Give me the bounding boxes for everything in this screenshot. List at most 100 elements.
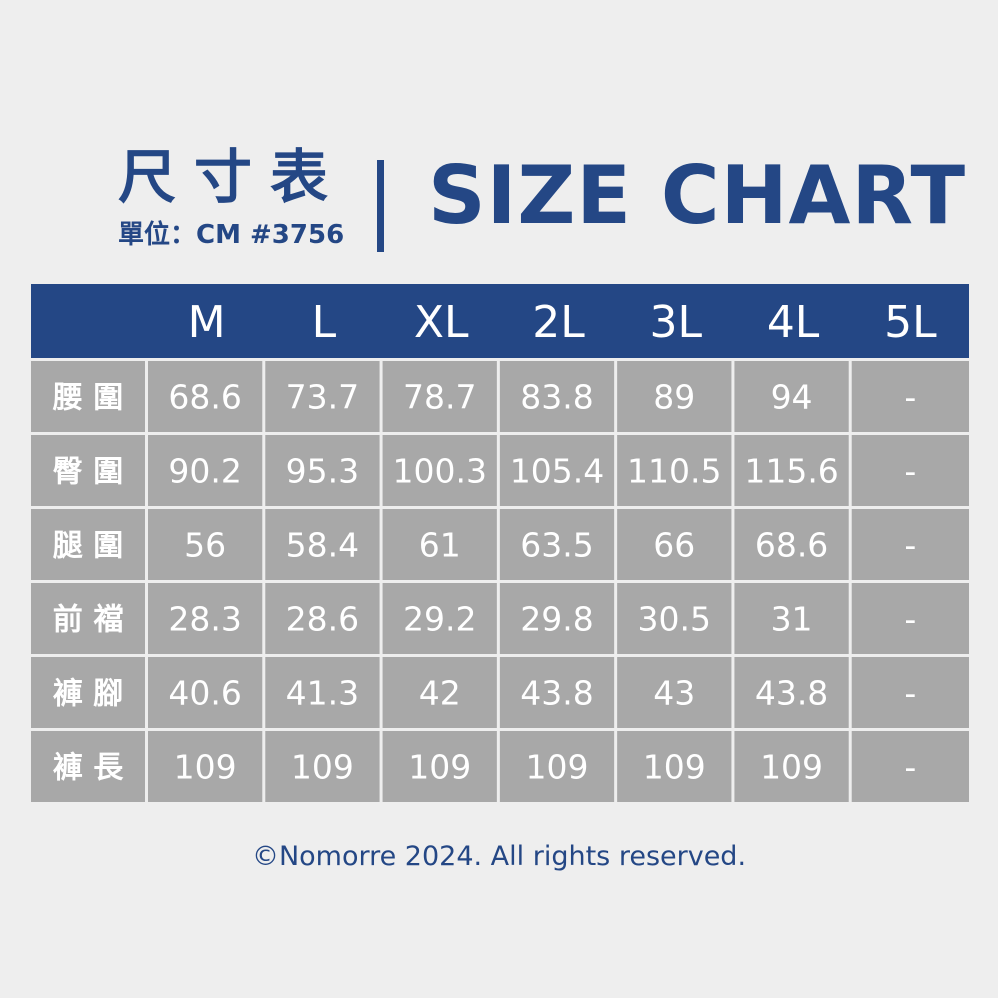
copyright-footer: ©Nomorre 2024. All rights reserved. (251, 841, 747, 872)
table-header-band (31, 284, 969, 358)
cell-value: 105.4 (510, 452, 604, 491)
cell-value: 61 (419, 526, 461, 565)
column-header-4l: 4L (767, 297, 820, 348)
table-cell (851, 657, 969, 728)
cell-value: - (904, 600, 916, 639)
table-cell (617, 509, 732, 580)
cell-value: 94 (771, 378, 813, 417)
title-english: SIZE CHART (428, 149, 967, 242)
column-header-5l: 5L (884, 297, 937, 348)
table-cell (734, 509, 849, 580)
cell-value: 41.3 (286, 674, 359, 713)
cell-value: 58.4 (286, 526, 359, 565)
table-cell (148, 509, 263, 580)
table-cell (617, 583, 732, 654)
table-cell (265, 361, 380, 432)
cell-value: 43.8 (755, 674, 828, 713)
table-cell (265, 435, 380, 506)
table-cell (617, 731, 732, 802)
table-cell (265, 509, 380, 580)
cell-value: 95.3 (286, 452, 359, 491)
table-cell (851, 435, 969, 506)
table-cell (617, 361, 732, 432)
cell-value: - (904, 748, 916, 787)
table-cell (734, 361, 849, 432)
table-cell (499, 583, 615, 654)
row-label-cell (31, 509, 145, 580)
cell-value: 29.2 (403, 600, 476, 639)
cell-value: 63.5 (520, 526, 593, 565)
column-header-xl: XL (414, 297, 469, 348)
table-cell (265, 583, 380, 654)
table-cell (499, 731, 615, 802)
cell-value: 83.8 (520, 378, 593, 417)
table-cell (265, 657, 380, 728)
cell-value: 28.3 (168, 600, 241, 639)
table-cell (382, 509, 497, 580)
cell-value: 100.3 (392, 452, 486, 491)
cell-value: 42 (419, 674, 461, 713)
table-cell (148, 657, 263, 728)
table-cell (851, 731, 969, 802)
table-cell (851, 361, 969, 432)
cell-value: 29.8 (520, 600, 593, 639)
cell-value: 66 (653, 526, 695, 565)
cell-value: - (904, 526, 916, 565)
table-cell (617, 657, 732, 728)
table-cell (148, 361, 263, 432)
cell-value: - (904, 452, 916, 491)
row-label-cell (31, 361, 145, 432)
cell-value: 109 (291, 748, 354, 787)
table-cell (382, 657, 497, 728)
table-cell (734, 583, 849, 654)
table-cell (499, 435, 615, 506)
row-label: 褲 長 (53, 751, 124, 786)
cell-value: 31 (771, 600, 813, 639)
cell-value: 43.8 (520, 674, 593, 713)
cell-value: 30.5 (638, 600, 711, 639)
row-label: 前 襠 (53, 603, 123, 638)
cell-value: 78.7 (403, 378, 476, 417)
row-label-cell (31, 583, 145, 654)
row-label-cell (31, 435, 145, 506)
cell-value: 43 (653, 674, 695, 713)
table-cell (382, 583, 497, 654)
unit-label: 單位：CM #3756 (118, 220, 345, 250)
cell-value: 90.2 (168, 452, 241, 491)
cell-value: 73.7 (286, 378, 359, 417)
cell-value: 89 (653, 378, 695, 417)
table-cell (382, 361, 497, 432)
table-cell (617, 435, 732, 506)
cell-value: 110.5 (627, 452, 721, 491)
column-header-m: M (188, 297, 226, 348)
table-cell (499, 657, 615, 728)
row-label-cell (31, 657, 145, 728)
table-cell (148, 435, 263, 506)
cell-value: 40.6 (168, 674, 241, 713)
cell-value: 68.6 (168, 378, 241, 417)
table-cell (734, 657, 849, 728)
column-header-2l: 2L (532, 297, 585, 348)
table-cell (148, 583, 263, 654)
cell-value: 109 (408, 748, 471, 787)
column-header-3l: 3L (650, 297, 703, 348)
cell-value: 68.6 (755, 526, 828, 565)
cell-value: 28.6 (286, 600, 359, 639)
row-label: 褲 腳 (53, 677, 123, 712)
table-cell (148, 731, 263, 802)
cell-value: 115.6 (744, 452, 838, 491)
table-cell (265, 731, 380, 802)
cell-value: 109 (760, 748, 823, 787)
table-cell (851, 509, 969, 580)
table-cell (382, 435, 497, 506)
row-label-cell (31, 731, 145, 802)
title-divider (377, 160, 384, 252)
cell-value: - (904, 378, 916, 417)
cell-value: 109 (526, 748, 589, 787)
cell-value: 109 (174, 748, 237, 787)
cell-value: - (904, 674, 916, 713)
column-header-l: L (312, 297, 337, 348)
table-cell (499, 509, 615, 580)
cell-value: 56 (184, 526, 226, 565)
title-chinese: 尺寸表 (118, 143, 347, 211)
